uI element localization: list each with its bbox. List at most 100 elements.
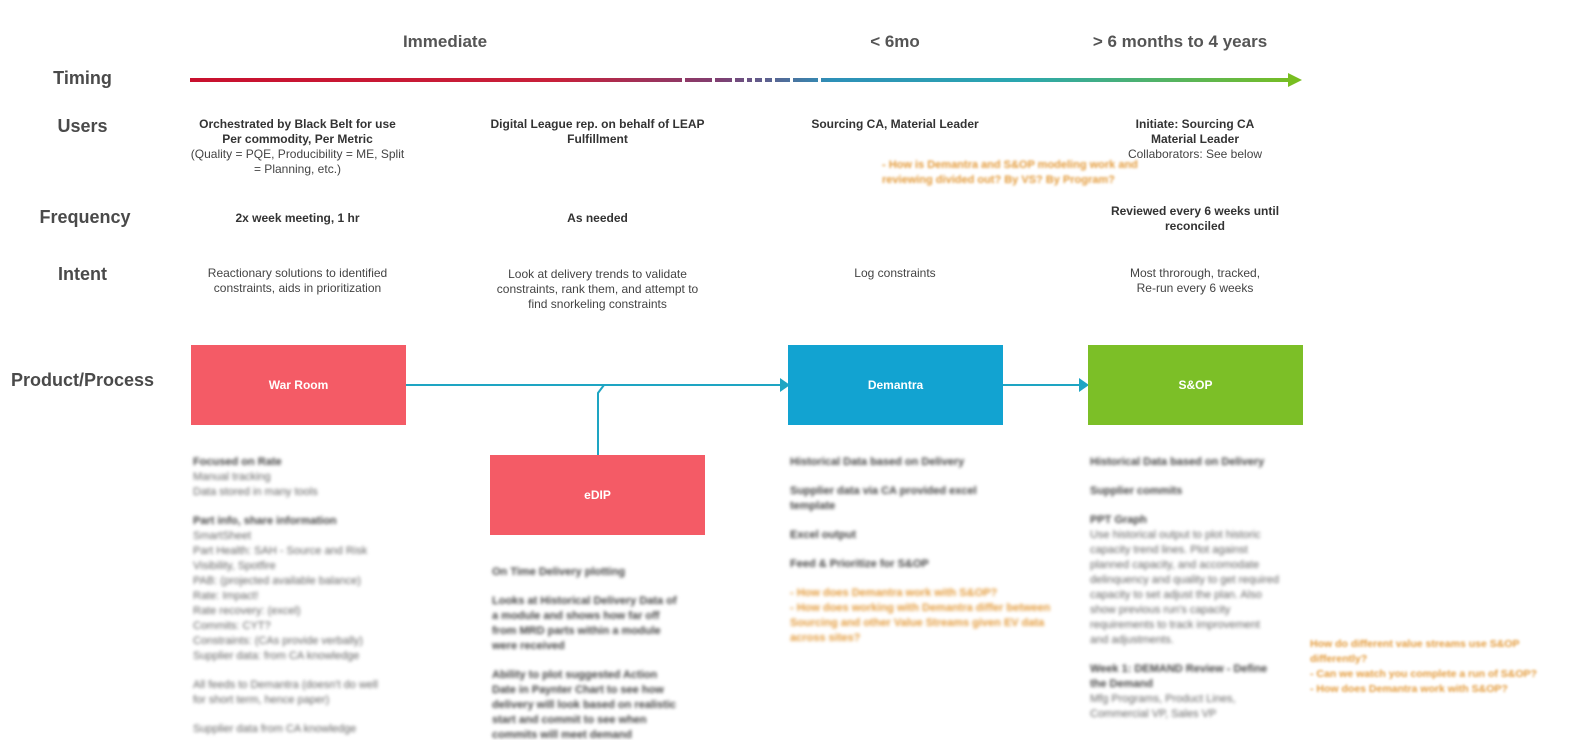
detail-line: commits will meet demand xyxy=(492,729,632,740)
detail-line: Focused on Rate xyxy=(193,456,282,468)
detail-line: Ability to plot suggested Action xyxy=(492,669,658,681)
users-war-room: Orchestrated by Black Belt for use Per c… xyxy=(190,117,405,177)
detail-line: delivery will look based on realistic xyxy=(492,699,677,711)
detail-line: Part Health: SAH - Source and Risk xyxy=(193,545,368,557)
edip-box[interactable]: eDIP xyxy=(490,455,705,535)
sop-details: Historical Data based on Delivery Suppli… xyxy=(1090,455,1315,740)
users-sop-line: Collaborators: See below xyxy=(1127,147,1263,161)
timing-timeline-arrow xyxy=(190,73,1302,87)
detail-line: PPT Graph xyxy=(1090,514,1147,526)
intent-sop: Most throrough, tracked, Re-run every 6 … xyxy=(1085,266,1305,296)
users-war-room-line: Orchestrated by Black Belt for use xyxy=(199,117,396,131)
intent-sop-line: Most throrough, tracked, xyxy=(1129,266,1261,280)
detail-line: Week 1: DEMAND Review - Define xyxy=(1090,663,1268,675)
detail-line: Visibility, Spotfire xyxy=(193,560,276,572)
row-label-intent: Intent xyxy=(58,264,107,284)
users-note: - How is Demantra and S&OP modeling work… xyxy=(882,158,1222,188)
sop-box[interactable]: S&OP xyxy=(1088,345,1303,425)
war-room-details: Focused on Rate Manual tracking Data sto… xyxy=(193,455,423,740)
intent-war-room-line: constraints, aids in prioritization xyxy=(213,281,382,295)
detail-line: Commits: CYT? xyxy=(193,620,271,632)
users-war-room-line: Per commodity, Per Metric xyxy=(222,132,373,146)
detail-line: Excel output xyxy=(790,529,857,541)
detail-line: and adjustments. xyxy=(1090,634,1174,646)
frequency-sop-line: reconciled xyxy=(1164,219,1226,233)
detail-line: Supplier data via CA provided excel xyxy=(790,485,977,497)
users-edip-line: Digital League rep. on behalf of LEAP xyxy=(490,117,705,131)
detail-line: requirements to track improvement xyxy=(1090,619,1260,631)
users-sop-line: Initiate: Sourcing CA xyxy=(1135,117,1255,131)
detail-line: Rate recovery: (excel) xyxy=(193,605,301,617)
detail-line: Historical Data based on Delivery xyxy=(1090,456,1265,468)
phase-immediate: Immediate xyxy=(402,32,488,51)
detail-line: show previous run's capacity xyxy=(1090,604,1231,616)
edip-box-label: eDIP xyxy=(584,488,611,502)
detail-line: Historical Data based on Delivery xyxy=(790,456,965,468)
detail-line: start and commit to see when xyxy=(492,714,647,726)
users-sop: Initiate: Sourcing CA Material Leader Co… xyxy=(1085,117,1305,162)
demantra-box-label: Demantra xyxy=(867,378,924,392)
detail-line: for short term, hence paper) xyxy=(193,694,330,706)
frequency-sop-line: Reviewed every 6 weeks until xyxy=(1110,204,1280,218)
detail-line: PAB: (projected available balance) xyxy=(193,575,361,587)
detail-line: the Demand xyxy=(1090,678,1153,690)
demantra-details: Historical Data based on Delivery Suppli… xyxy=(790,455,1090,655)
row-label-frequency: Frequency xyxy=(39,207,131,227)
users-sop-line: Material Leader xyxy=(1150,132,1240,146)
detail-line: Use historical output to plot historic xyxy=(1090,529,1261,541)
detail-line: Data stored in many tools xyxy=(193,486,318,498)
sop-box-label: S&OP xyxy=(1178,378,1213,392)
frequency-edip: As needed xyxy=(567,211,628,225)
edip-details: On Time Delivery plotting Looks at Histo… xyxy=(492,565,722,740)
users-note-line: - How is Demantra and S&OP modeling work… xyxy=(882,159,1138,171)
detail-line: - How does Demantra work with S&OP? xyxy=(790,587,998,599)
detail-line: On Time Delivery plotting xyxy=(492,566,626,578)
side-note-line: How do different value streams use S&OP xyxy=(1310,638,1520,650)
detail-line: Rate: Impact! xyxy=(193,590,259,602)
detail-line: across sites? xyxy=(790,632,861,644)
detail-line: Feed & Prioritize for S&OP xyxy=(790,558,929,570)
war-room-box[interactable]: War Room xyxy=(191,345,406,425)
detail-line: planned capacity, and accomodate xyxy=(1090,559,1260,571)
detail-line: All feeds to Demantra (doesn't do well xyxy=(193,679,378,691)
intent-demantra: Log constraints xyxy=(854,266,936,280)
arrowhead-to-sop xyxy=(1079,378,1089,392)
side-note-line: differently? xyxy=(1310,653,1368,665)
detail-line: Mfg Programs, Product Lines, xyxy=(1090,693,1236,705)
intent-edip-line: constraints, rank them, and attempt to xyxy=(496,282,699,296)
users-war-room-line: = Planning, etc.) xyxy=(253,162,342,176)
demantra-box[interactable]: Demantra xyxy=(788,345,1003,425)
detail-line: Manual tracking xyxy=(193,471,271,483)
process-connectors xyxy=(406,384,1080,456)
intent-edip: Look at delivery trends to validate cons… xyxy=(480,267,715,312)
detail-line: a module and shows how far off xyxy=(492,610,660,622)
row-label-product-process: Product/Process xyxy=(10,370,155,390)
intent-war-room-line: Reactionary solutions to identified xyxy=(207,266,388,280)
detail-line: Commercial VP, Sales VP xyxy=(1090,708,1217,720)
intent-edip-line: Look at delivery trends to validate xyxy=(508,267,687,281)
phase-six-months: < 6mo xyxy=(870,32,920,51)
users-demantra: Sourcing CA, Material Leader xyxy=(780,117,1010,132)
detail-line: - How does working with Demantra differ … xyxy=(790,602,1051,614)
detail-line: Part info, share information xyxy=(193,515,337,527)
row-label-timing: Timing xyxy=(53,68,112,88)
users-demantra-line: Sourcing CA, Material Leader xyxy=(811,117,979,131)
detail-line: Supplier data: from CA knowledge xyxy=(193,650,360,662)
detail-line: capacity to set adjust the plan. Also xyxy=(1090,589,1262,601)
detail-line: Supplier commits xyxy=(1090,485,1183,497)
side-note-line: - How does Demantra work with S&OP? xyxy=(1310,683,1508,695)
intent-edip-line: find snorkeling constraints xyxy=(528,297,667,311)
detail-line: were received xyxy=(492,640,565,652)
detail-line: from MRD parts within a module xyxy=(492,625,661,637)
war-room-box-label: War Room xyxy=(268,378,329,392)
intent-sop-line: Re-run every 6 weeks xyxy=(1136,281,1254,295)
detail-line: Date in Paynter Chart to see how xyxy=(492,684,664,696)
users-war-room-line: (Quality = PQE, Producibility = ME, Spli… xyxy=(190,147,405,161)
frequency-war-room: 2x week meeting, 1 hr xyxy=(235,211,360,225)
detail-line: Supplier data from CA knowledge xyxy=(193,723,357,735)
frequency-sop: Reviewed every 6 weeks until reconciled xyxy=(1085,204,1305,234)
row-label-users: Users xyxy=(57,116,108,136)
users-edip-line: Fulfillment xyxy=(567,132,628,146)
detail-line: Constraints: (CAs provide verbally) xyxy=(193,635,363,647)
